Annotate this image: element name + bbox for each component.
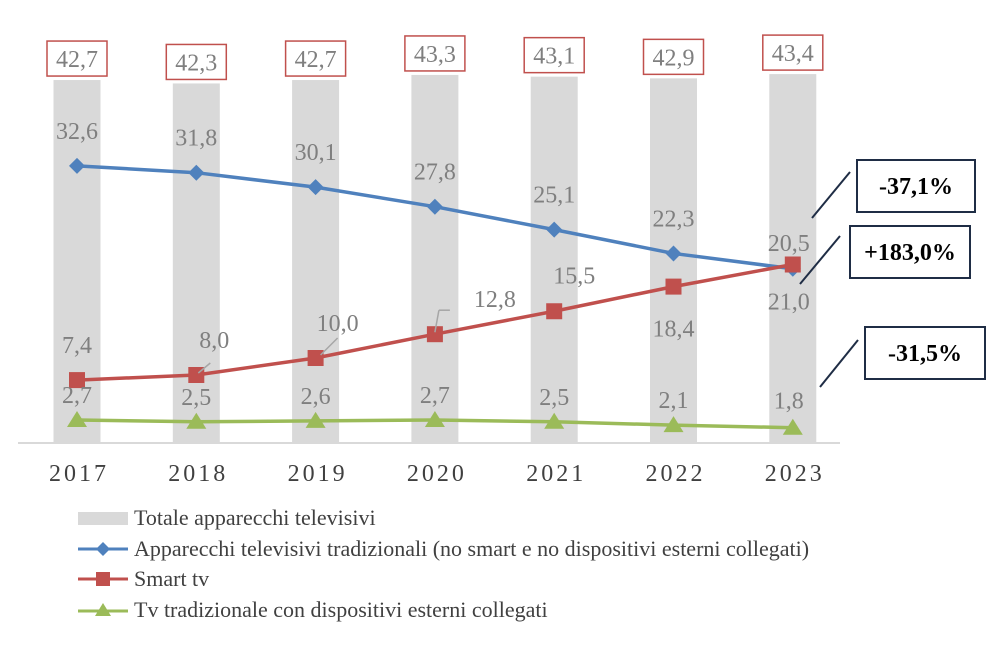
label-leader-line (197, 362, 211, 374)
series-0-data-label: 22,3 (653, 206, 695, 232)
series-2-data-label: 2,7 (420, 383, 450, 409)
series-2-data-label: 1,8 (774, 389, 804, 415)
series-1-data-label: 8,0 (199, 328, 229, 354)
lines-group (67, 157, 803, 435)
triangle-marker (544, 412, 565, 429)
series-0-data-label: 20,5 (768, 231, 810, 257)
x-tick-label: 2017 (49, 461, 109, 487)
callout-label: -31,5% (888, 341, 962, 367)
diamond-marker (665, 245, 682, 262)
label-leader-line (434, 310, 440, 333)
series-0-data-label: 25,1 (533, 183, 575, 209)
legend-triangle-marker-icon (78, 599, 128, 621)
legend-label-external: Tv tradizionale con dispositivi esterni … (134, 596, 548, 622)
square-marker (307, 350, 324, 366)
legend-label-total: Totale apparecchi televisivi (134, 505, 376, 531)
diamond-marker (188, 164, 205, 181)
series-2-data-label: 2,5 (539, 385, 569, 411)
legend-item-external: Tv tradizionale con dispositivi esterni … (78, 595, 809, 626)
bar-total-2021 (530, 76, 578, 444)
callout-box (849, 225, 971, 279)
series-1-data-label: 18,4 (653, 317, 695, 343)
series-1-data-label: 21,0 (768, 290, 810, 316)
legend-label-traditional: Apparecchi televisivi tradizionali (no s… (134, 535, 810, 561)
series-0-data-label: 27,8 (414, 160, 456, 186)
bar-total-2019 (292, 80, 340, 444)
callout-leader-line (811, 171, 851, 219)
total-data-label: 42,3 (175, 50, 217, 76)
legend-item-traditional: Apparecchi televisivi tradizionali (no s… (78, 534, 809, 565)
bar-total-2018 (172, 83, 220, 443)
total-label-box-2019 (284, 40, 347, 77)
total-data-label: 43,3 (414, 42, 456, 68)
legend: Totale apparecchi televisivi Apparecchi … (78, 503, 809, 625)
callout-box (856, 159, 976, 213)
total-label-box-2018 (165, 43, 228, 81)
bar-total-2020 (411, 74, 459, 443)
total-data-label: 42,9 (653, 45, 695, 71)
series-0-data-label: 31,8 (175, 126, 217, 152)
series-0-data-label: 32,6 (56, 119, 98, 145)
triangle-marker (67, 411, 87, 428)
total-data-label: 43,1 (533, 44, 575, 70)
diamond-marker (69, 157, 85, 174)
x-tick-label: 2021 (526, 461, 586, 487)
series-1-data-label: 15,5 (553, 263, 595, 289)
legend-bar-swatch-icon (78, 507, 128, 529)
total-label-box-2020 (404, 35, 466, 72)
x-tick-label: 2023 (765, 461, 825, 487)
total-data-label: 42,7 (56, 47, 98, 73)
series-1-data-label: 10,0 (317, 311, 359, 337)
diamond-marker (426, 198, 443, 215)
label-leader-line (320, 337, 339, 356)
series-1-data-label: 12,8 (474, 287, 516, 313)
callout-label: -37,1% (879, 174, 953, 200)
callout-leader-line (819, 339, 859, 388)
x-tick-label: 2020 (407, 461, 467, 487)
series-2-data-label: 2,7 (62, 383, 92, 409)
square-marker (69, 372, 85, 389)
triangle-marker (663, 416, 684, 433)
legend-square-marker-icon (78, 568, 128, 590)
total-label-box-2023 (762, 34, 824, 71)
square-marker (665, 278, 682, 295)
triangle-marker (424, 411, 445, 428)
triangle-marker (782, 418, 803, 435)
callout-label: +183,0% (864, 240, 956, 266)
total-label-box-2021 (523, 36, 585, 74)
square-marker (546, 303, 563, 320)
callout-leader-line (799, 235, 841, 285)
total-label-box-2017 (46, 40, 108, 77)
square-marker (426, 326, 443, 343)
series-0-data-label: 30,1 (295, 140, 337, 166)
series-2-data-label: 2,6 (301, 384, 331, 410)
x-tick-label: 2022 (646, 461, 706, 487)
callout-box (864, 326, 986, 380)
diamond-marker (546, 221, 563, 238)
callouts-group: -37,1% +183,0% -31,5% (799, 159, 986, 388)
x-tick-label: 2018 (168, 461, 228, 487)
triangle-marker (186, 412, 207, 429)
x-tick-label: 2019 (288, 461, 348, 487)
square-marker (784, 256, 801, 273)
legend-diamond-marker-icon (78, 538, 128, 560)
series-1-data-label: 7,4 (62, 333, 92, 359)
total-data-label: 42,7 (295, 47, 337, 73)
series-2-data-label: 2,1 (659, 388, 689, 414)
x-ticks-group: 2017 2018 2019 2020 2021 2022 2023 (49, 461, 825, 487)
total-label-box-2022 (642, 38, 705, 76)
legend-label-smart: Smart tv (134, 566, 210, 592)
triangle-marker (305, 411, 326, 428)
series-2-data-label: 2,5 (181, 385, 211, 411)
diamond-marker (307, 179, 324, 196)
legend-item-total: Totale apparecchi televisivi (78, 503, 809, 534)
total-data-label: 43,4 (772, 41, 814, 67)
legend-item-smart: Smart tv (78, 564, 809, 595)
labels-group: 42,7 42,3 42,7 43,3 43,1 42,9 43,4 32,6 31,8 30,1… (46, 34, 824, 415)
